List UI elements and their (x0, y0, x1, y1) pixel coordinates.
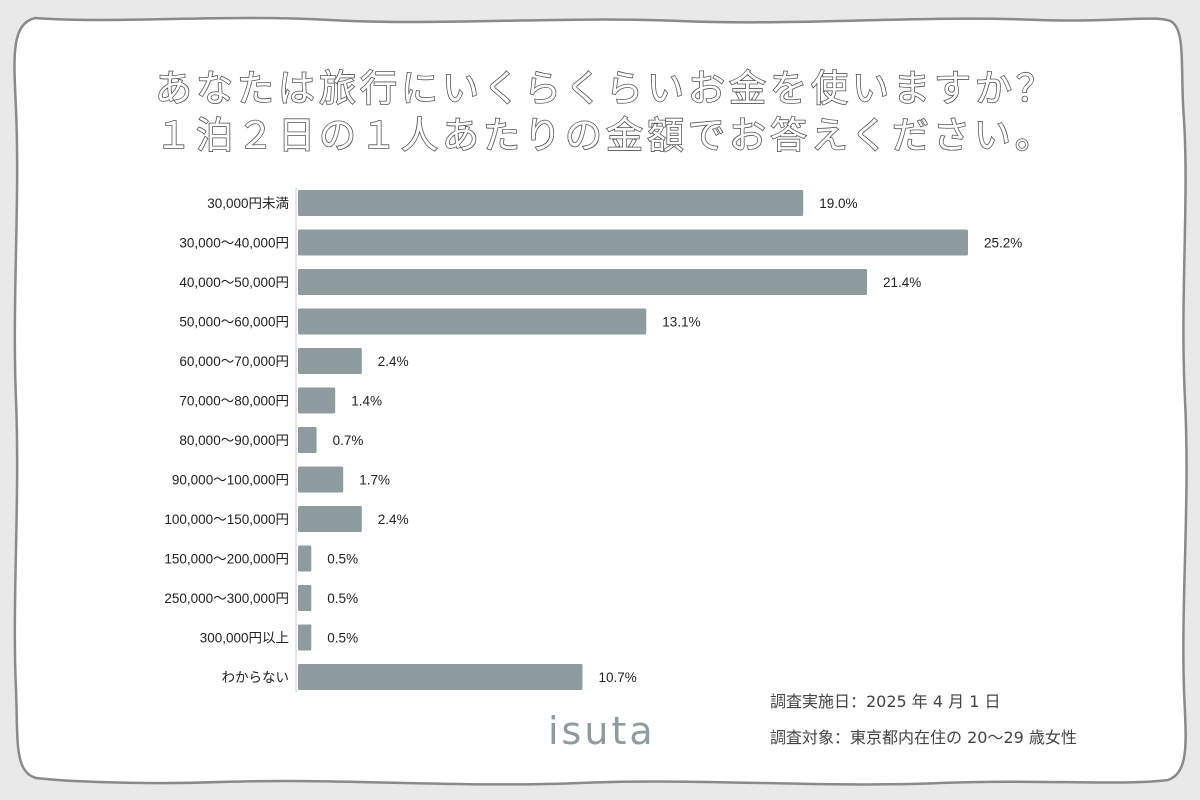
value-label: 19.0% (819, 196, 857, 211)
survey-target-note: 調査対象：東京都内在住の 20〜29 歳女性 (770, 728, 1077, 747)
bars-group: 30,000円未満 19.0% 30,000〜40,000円 25.2% 40,000〜… (164, 190, 1022, 690)
value-label: 1.7% (359, 473, 390, 488)
bar (298, 229, 968, 256)
chart-title-line-1: あなたは旅行にいくらくらいお金を使いますか？ (154, 67, 1057, 110)
category-label: 80,000〜90,000円 (179, 433, 289, 448)
value-label: 0.7% (333, 433, 364, 448)
category-label: 70,000〜80,000円 (179, 394, 289, 409)
category-label: 100,000〜150,000円 (164, 512, 289, 527)
bar (298, 387, 336, 414)
chart-title-line-2: １泊２日の１人あたりの金額でお答えください。 (154, 114, 1056, 157)
value-label: 2.4% (378, 354, 409, 369)
value-label: 21.4% (883, 275, 921, 290)
value-label: 0.5% (327, 591, 358, 606)
bar (298, 585, 312, 611)
category-label: 150,000〜200,000円 (164, 552, 289, 567)
category-label: わからない (222, 670, 290, 685)
category-label: 40,000〜50,000円 (179, 275, 289, 290)
survey-date-note: 調査実施日：2025 年 4 月 1 日 (770, 692, 1001, 711)
category-label: 30,000〜40,000円 (179, 236, 289, 251)
category-label: 60,000〜70,000円 (179, 354, 289, 369)
isuta-logo: isuta (548, 709, 656, 753)
category-label: 300,000円以上 (200, 631, 289, 646)
value-label: 25.2% (984, 236, 1022, 251)
bar (298, 506, 362, 532)
category-label: 90,000〜100,000円 (172, 473, 289, 488)
bar (298, 308, 647, 335)
bar (298, 624, 312, 651)
value-label: 2.4% (378, 512, 409, 527)
bar (298, 427, 317, 453)
value-label: 13.1% (662, 315, 700, 330)
value-label: 0.5% (327, 552, 358, 567)
category-label: 250,000〜300,000円 (164, 591, 289, 606)
bar (298, 545, 312, 572)
bar (298, 348, 362, 374)
bar (298, 269, 867, 295)
bar (298, 466, 344, 493)
bar (298, 664, 583, 690)
value-label: 1.4% (351, 394, 382, 409)
category-label: 30,000円未満 (207, 196, 289, 211)
category-label: 50,000〜60,000円 (179, 315, 289, 330)
bar (298, 190, 804, 216)
value-label: 0.5% (327, 631, 358, 646)
value-label: 10.7% (599, 670, 637, 685)
